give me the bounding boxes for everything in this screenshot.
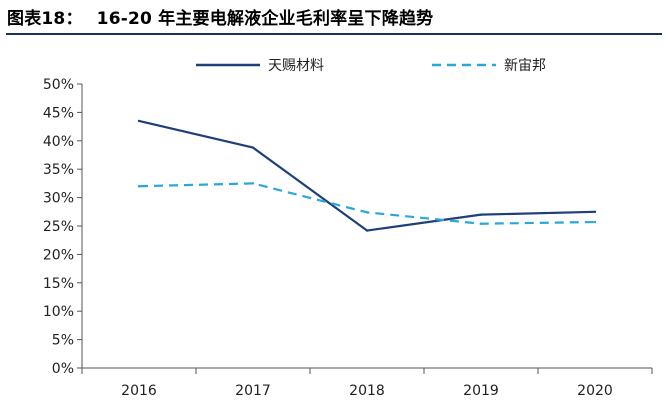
x-tick-label: 2018 bbox=[349, 383, 385, 399]
data-point bbox=[251, 182, 255, 185]
x-tick-label: 2016 bbox=[121, 383, 157, 399]
data-point bbox=[137, 119, 141, 123]
x-tick-label: 2020 bbox=[577, 383, 613, 399]
legend: 天赐材料 新宙邦 bbox=[196, 58, 546, 74]
y-tick-label: 20% bbox=[43, 247, 74, 263]
series-line-2 bbox=[138, 182, 596, 225]
y-tick-label: 40% bbox=[43, 134, 74, 150]
figure-label: 图表18： bbox=[7, 9, 83, 29]
data-point bbox=[479, 213, 483, 216]
series-group bbox=[137, 119, 597, 232]
x-axis: 2016 2017 2018 2019 2020 bbox=[81, 367, 653, 399]
y-tick-label: 5% bbox=[52, 333, 74, 349]
y-tick-label: 10% bbox=[43, 304, 74, 320]
y-tick-label: 15% bbox=[43, 276, 74, 292]
legend-label: 天赐材料 bbox=[268, 58, 324, 74]
data-point bbox=[137, 185, 141, 188]
figure-header: 图表18： 16-20 年主要电解液企业毛利率呈下降趋势 bbox=[0, 0, 668, 35]
data-point bbox=[365, 211, 369, 214]
y-tick-label: 50% bbox=[43, 77, 74, 93]
series-line-1 bbox=[138, 119, 596, 232]
data-point bbox=[593, 220, 597, 224]
y-tick-label: 0% bbox=[52, 361, 74, 377]
chart-title: 图表18： 16-20 年主要电解液企业毛利率呈下降趋势 bbox=[7, 4, 433, 29]
y-axis: 0% 5% 10% 15% 20% 25% 30% 35% 40% 45% 50% bbox=[43, 77, 83, 377]
x-tick-label: 2019 bbox=[463, 383, 499, 399]
y-tick-label: 30% bbox=[43, 191, 74, 207]
y-tick-label: 25% bbox=[43, 219, 74, 235]
data-point bbox=[365, 229, 369, 232]
figure-title-text: 16-20 年主要电解液企业毛利率呈下降趋势 bbox=[96, 9, 434, 29]
y-tick-label: 45% bbox=[43, 105, 74, 121]
title-underline bbox=[6, 33, 662, 35]
y-tick-label: 35% bbox=[43, 162, 74, 178]
data-point bbox=[251, 146, 255, 149]
data-point bbox=[593, 210, 597, 213]
x-tick-label: 2017 bbox=[235, 383, 271, 399]
legend-label: 新宙邦 bbox=[504, 58, 546, 74]
data-point bbox=[479, 222, 483, 225]
